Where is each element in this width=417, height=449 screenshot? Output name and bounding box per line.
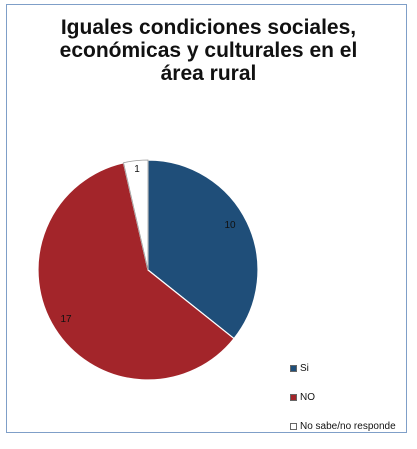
chart-title-line-1: Iguales condiciones sociales, [60,16,357,39]
pie-slice-si [147,159,259,340]
legend-swatch-si [290,364,297,372]
chart-title-line-2: económicas y culturales en el [59,39,358,62]
pie-slices [37,159,259,381]
legend-item-no: NO [290,391,396,403]
pie-chart: 10 17 1 [37,159,259,381]
data-label-no: 17 [60,314,72,325]
chart-title-line-3: área rural [160,62,257,85]
chart-title: Iguales condiciones sociales, económicas… [0,16,417,85]
legend-label-no-sabe: No sabe/no responde [300,420,396,432]
legend-item-no-sabe: No sabe/no responde [290,420,396,432]
data-label-no-sabe: 1 [134,164,140,175]
legend-swatch-no [290,393,297,401]
pie-data-labels: 10 17 1 [60,164,236,325]
legend-label-no: NO [300,391,315,403]
legend-swatch-no-sabe [290,422,297,430]
legend-item-si: Si [290,362,396,374]
data-label-si: 10 [224,220,236,231]
chart-legend: Si NO No sabe/no responde [290,362,396,449]
pie-slice-no [37,162,235,381]
legend-label-si: Si [300,362,309,374]
pie-slice-no-sabe [123,159,149,271]
